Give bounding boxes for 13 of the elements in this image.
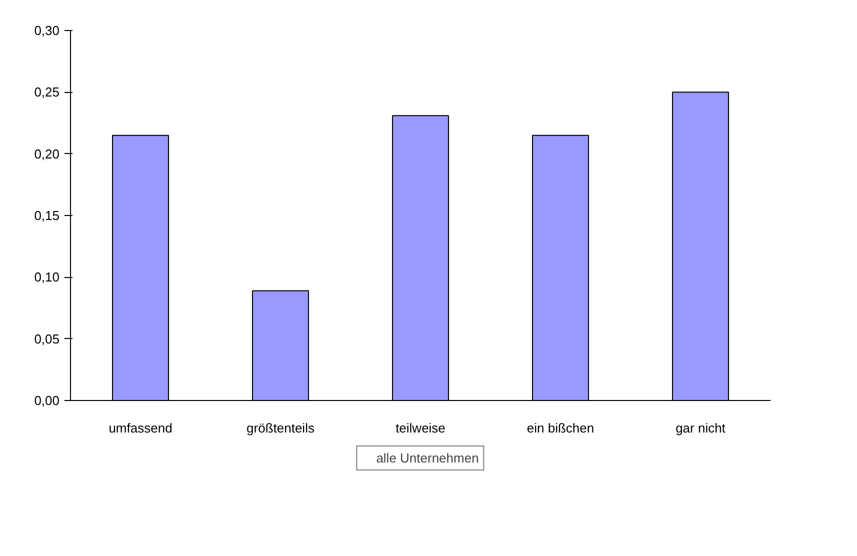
y-tick-label: 0,25 — [34, 84, 60, 100]
y-tick-label: 0,15 — [34, 208, 60, 223]
y-tick-label: 0,20 — [34, 146, 60, 162]
y-tick-label: 0,10 — [34, 270, 60, 285]
x-tick-label: ein bißchen — [526, 420, 594, 436]
x-tick-label: gar nicht — [676, 420, 726, 436]
y-tick-label: 0,00 — [34, 393, 60, 408]
x-tick-label: umfassend — [108, 420, 172, 436]
x-tick-label: größtenteils — [246, 420, 315, 436]
x-tick-label: teilweise — [396, 420, 446, 436]
y-tick-label: 0,05 — [34, 331, 60, 346]
text: alle Unternehmen — [376, 450, 479, 466]
y-tick-label: 0,30 — [34, 23, 60, 38]
